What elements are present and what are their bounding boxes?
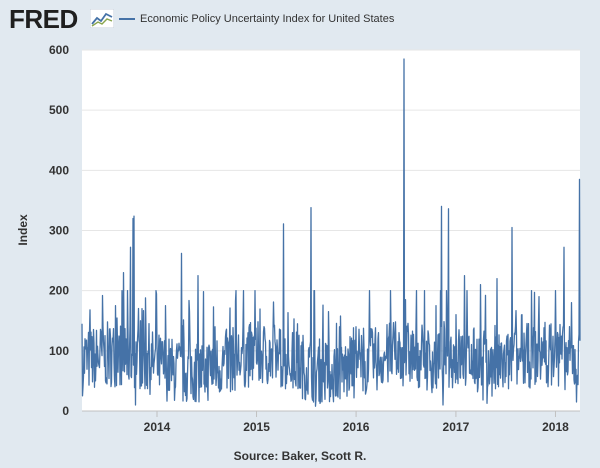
- y-tick-label: 300: [49, 224, 69, 238]
- y-tick-label: 100: [49, 344, 69, 358]
- series-line-epu-index[interactable]: [81, 58, 581, 407]
- x-axis-ticks: 2014 2015 2016 2017 2018: [144, 411, 569, 434]
- y-tick-label: 200: [49, 284, 69, 298]
- x-tick-label: 2017: [443, 420, 470, 434]
- y-tick-label: 0: [62, 404, 69, 418]
- y-tick-label: 400: [49, 163, 69, 177]
- x-tick-label: 2016: [343, 420, 370, 434]
- legend-series-label: Economic Policy Uncertainty Index for Un…: [140, 13, 395, 25]
- y-tick-label: 600: [49, 43, 69, 57]
- y-axis-title: Index: [16, 214, 30, 246]
- fred-logo[interactable]: FRED: [9, 4, 78, 34]
- y-tick-label: 500: [49, 103, 69, 117]
- x-tick-label: 2014: [144, 420, 171, 434]
- source-note: Source: Baker, Scott R.: [233, 449, 367, 463]
- x-tick-label: 2018: [542, 420, 569, 434]
- chart-header: FRED Economic Policy Uncertainty Index f…: [0, 0, 600, 38]
- legend-series-swatch: [119, 18, 135, 20]
- fred-chart-logo-icon: [90, 9, 114, 28]
- x-tick-label: 2015: [243, 420, 270, 434]
- y-axis-ticks: 0 100 200 300 400 500 600: [49, 43, 69, 418]
